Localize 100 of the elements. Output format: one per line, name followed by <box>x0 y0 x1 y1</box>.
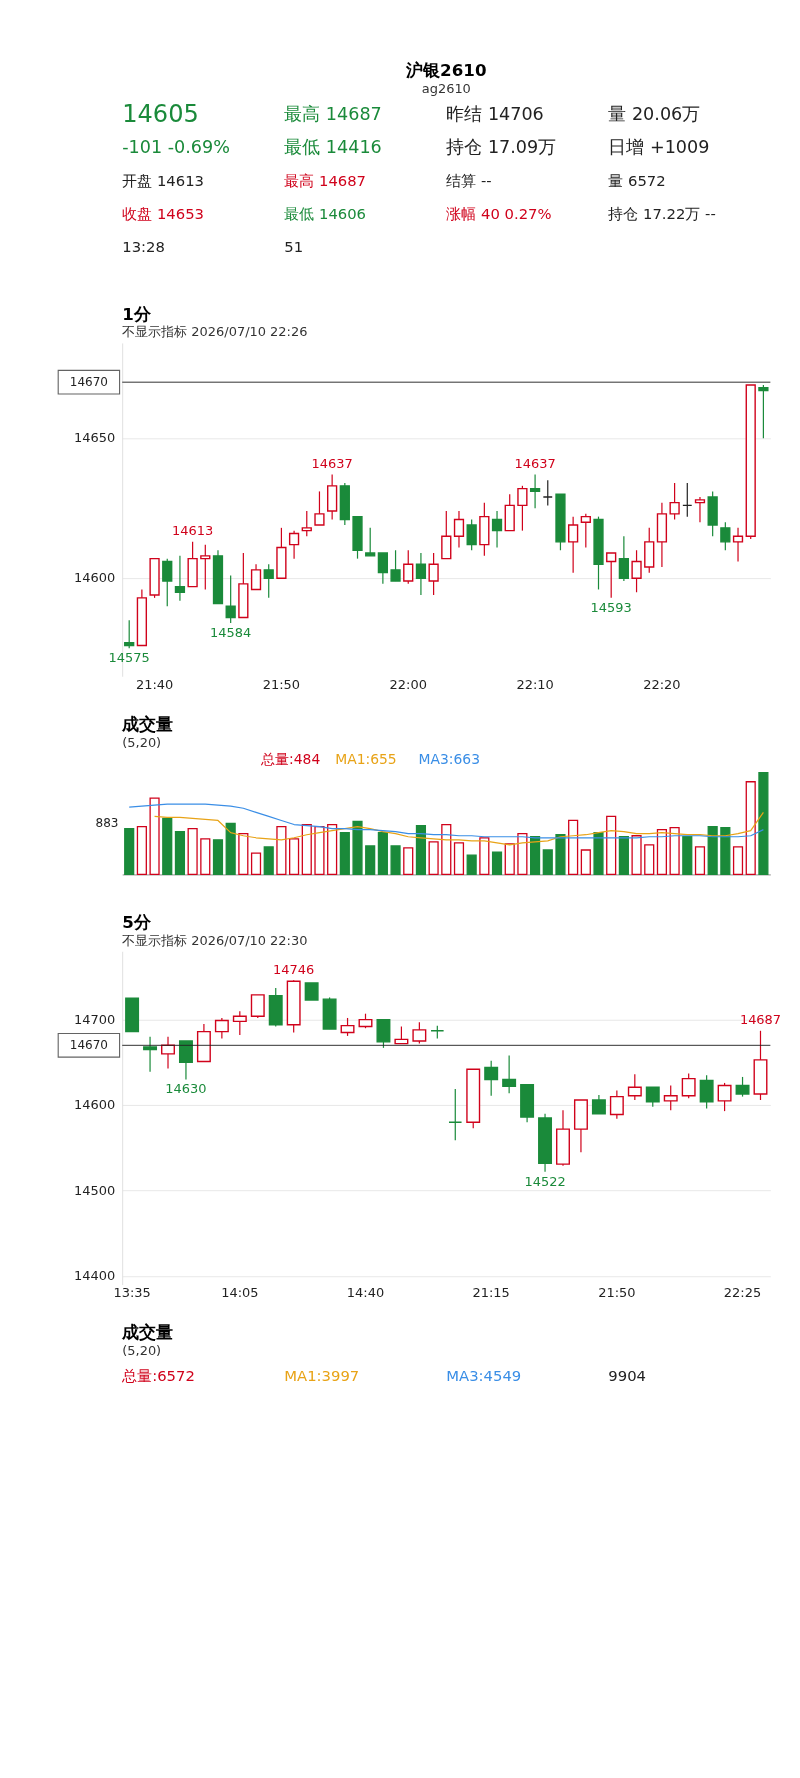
candlestick <box>428 552 439 596</box>
text: 最高 14687 <box>284 171 367 189</box>
candlestick <box>618 535 630 582</box>
x-tick-label: 21:40 <box>135 676 174 692</box>
text: 不显示指标 2026/07/10 22:30 <box>122 932 308 948</box>
text: 持仓 17.22万 -- <box>608 204 716 222</box>
chart-title: 成交量 <box>121 715 174 734</box>
y-tick-label: 14400 <box>74 1268 116 1284</box>
candlestick <box>178 1040 193 1081</box>
text: 量 6572 <box>608 171 666 189</box>
bar <box>162 817 173 876</box>
bar <box>441 823 452 876</box>
bar <box>187 827 198 876</box>
bar <box>504 843 515 876</box>
candlestick <box>403 549 414 585</box>
candlestick <box>681 1072 696 1099</box>
bar <box>606 815 617 876</box>
text: 51 <box>284 238 304 256</box>
candlestick <box>415 552 427 596</box>
bar <box>212 839 224 876</box>
ref-line-label: 14670 <box>69 1038 109 1053</box>
bar <box>352 820 363 876</box>
candlestick <box>162 558 173 607</box>
bar <box>263 846 274 876</box>
candlestick <box>529 474 541 509</box>
bar <box>149 797 160 876</box>
candlestick <box>441 510 452 560</box>
y-tick-label: 14600 <box>74 1097 116 1113</box>
candlestick <box>390 549 401 582</box>
bar <box>720 826 731 876</box>
annotation: 14630 <box>165 1081 207 1097</box>
bar <box>593 832 604 876</box>
text: 结算 -- <box>446 171 492 189</box>
bar <box>327 823 338 876</box>
candlestick <box>225 574 236 624</box>
bar <box>732 846 744 876</box>
bar <box>174 831 186 876</box>
candlestick <box>314 490 325 526</box>
candlestick <box>631 549 642 593</box>
candlestick <box>591 1094 606 1115</box>
bar <box>276 825 287 876</box>
candlestick <box>124 619 135 649</box>
candlestick <box>263 563 274 599</box>
candlestick <box>491 510 503 549</box>
candlestick <box>606 552 617 599</box>
text: 不显示指标 2026/07/10 22:26 <box>122 324 308 340</box>
candlestick <box>232 1010 247 1036</box>
text: 883 <box>95 816 119 831</box>
text: (5,20) <box>122 1343 162 1358</box>
bar <box>517 833 528 876</box>
candlestick <box>568 516 579 574</box>
candlestick <box>699 1074 714 1110</box>
candlestick <box>645 1086 660 1108</box>
text: 9904 <box>608 1366 647 1384</box>
annotation: 14593 <box>590 599 632 615</box>
text: 13:28 <box>122 238 165 256</box>
bar <box>631 835 642 876</box>
bar <box>580 849 591 876</box>
candlestick <box>717 1082 732 1112</box>
y-tick-label: 14500 <box>74 1182 116 1198</box>
text: MA3:663 <box>418 751 480 768</box>
bar <box>466 854 477 876</box>
candlestick <box>580 513 591 549</box>
candlestick <box>466 518 477 551</box>
bar <box>491 851 503 876</box>
candlestick <box>365 527 376 557</box>
candlestick <box>609 1090 624 1120</box>
candlestick <box>250 563 262 591</box>
chart-title: 1分 <box>122 304 152 324</box>
candlestick <box>143 1036 158 1073</box>
candlestick <box>448 1088 463 1141</box>
candlestick <box>288 530 300 560</box>
bar <box>656 828 668 876</box>
bar <box>694 846 706 876</box>
candlestick <box>720 521 731 551</box>
annotation: 14584 <box>210 624 252 640</box>
bar <box>365 845 376 876</box>
bar <box>314 825 325 876</box>
text: 最低 14606 <box>284 204 367 222</box>
bar <box>758 771 769 876</box>
x-tick-label: 22:20 <box>643 676 681 692</box>
candlestick <box>735 1076 750 1098</box>
bar <box>238 833 249 876</box>
bar <box>707 825 718 876</box>
bar <box>618 836 629 876</box>
candlestick <box>694 496 706 523</box>
bar <box>644 844 655 876</box>
x-tick-label: 22:10 <box>516 676 554 692</box>
candlestick <box>732 527 744 563</box>
bar <box>745 781 756 876</box>
chart-title: 5分 <box>122 913 152 933</box>
text: MA3:4549 <box>446 1366 522 1384</box>
bar <box>542 849 553 876</box>
bar <box>301 823 312 876</box>
annotation: 14522 <box>524 1173 566 1189</box>
x-tick-label: 21:50 <box>598 1285 636 1301</box>
text: ag2610 <box>421 80 471 96</box>
bar <box>682 836 693 876</box>
bar <box>289 838 300 876</box>
candlestick <box>376 1018 391 1049</box>
